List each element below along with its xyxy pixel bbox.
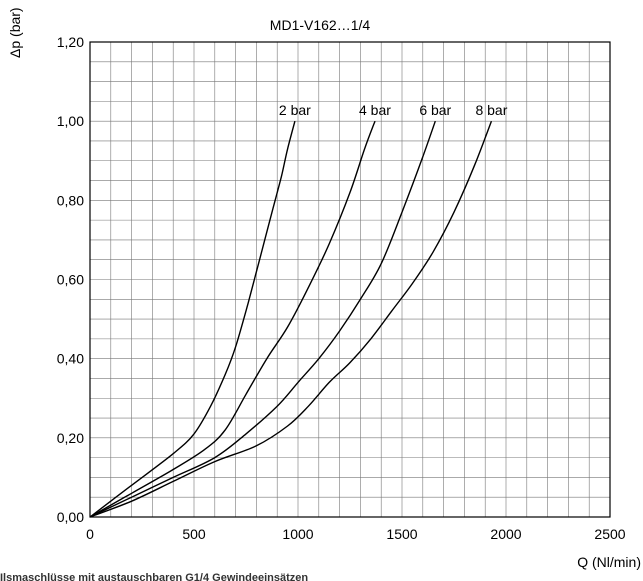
chart-title: MD1-V162…1/4 — [270, 17, 371, 33]
series-label-2-bar: 2 bar — [279, 102, 311, 118]
x-tick-label: 0 — [86, 526, 94, 542]
y-tick-label: 1,20 — [57, 34, 84, 50]
series-group: 2 bar 4 bar 6 bar 8 bar — [89, 102, 508, 518]
plot-frame — [89, 41, 611, 518]
x-tick-label: 500 — [182, 526, 206, 542]
y-axis-ticks: 0,00 0,20 0,40 0,60 0,80 1,00 1,20 — [57, 34, 84, 525]
series-line-2-bar — [89, 121, 296, 518]
x-tick-label: 1000 — [282, 526, 313, 542]
series-line-4-bar — [89, 120, 376, 518]
gridlines — [90, 42, 610, 517]
y-tick-label: 0,20 — [57, 430, 84, 446]
y-tick-label: 0,40 — [57, 351, 84, 367]
y-tick-label: 0,00 — [57, 509, 84, 525]
x-axis-ticks: 0 500 1000 1500 2000 2500 — [86, 526, 626, 542]
y-tick-label: 0,80 — [57, 192, 84, 208]
y-tick-label: 1,00 — [57, 113, 84, 129]
series-line-8-bar — [89, 120, 493, 518]
x-tick-label: 2000 — [490, 526, 521, 542]
x-tick-label: 1500 — [386, 526, 417, 542]
x-tick-label: 2500 — [594, 526, 625, 542]
series-line-6-bar — [89, 120, 436, 518]
series-label-6-bar: 6 bar — [419, 102, 451, 118]
y-tick-label: 0,60 — [57, 272, 84, 288]
footer-caption: Ilsmaschlüsse mit austauschbaren G1/4 Ge… — [0, 572, 309, 581]
series-label-8-bar: 8 bar — [475, 102, 507, 118]
x-axis-label: Q (Nl/min) — [577, 554, 641, 570]
series-label-4-bar: 4 bar — [359, 102, 391, 118]
y-axis-label: Δp (bar) — [7, 7, 23, 58]
